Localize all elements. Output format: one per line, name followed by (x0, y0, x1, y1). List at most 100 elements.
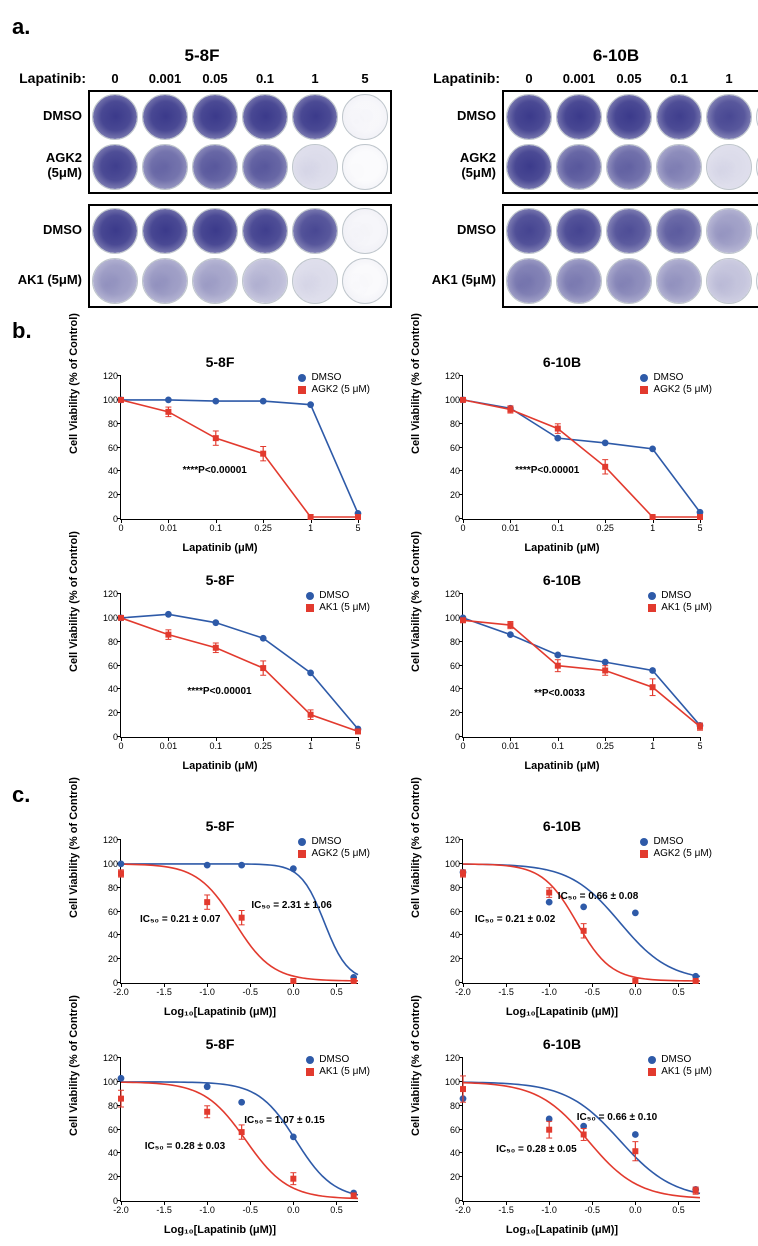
chart-title: 5-8F (70, 818, 370, 834)
y-tick: 120 (437, 835, 463, 845)
y-tick: 60 (95, 443, 121, 453)
ic50-dmso: IC₅₀ = 2.31 ± 1.06 (251, 900, 331, 911)
chart-title: 6-10B (412, 572, 712, 588)
ic50-drug: IC₅₀ = 0.21 ± 0.02 (475, 914, 555, 925)
well (504, 142, 554, 192)
y-tick: 40 (437, 1148, 463, 1158)
well (604, 206, 654, 256)
well (704, 92, 754, 142)
well-row (90, 92, 390, 142)
dose-row: Lapatinib:00.0010.050.115 (14, 70, 390, 86)
chart-svg (463, 376, 700, 519)
well (90, 142, 140, 192)
y-tick: 40 (95, 1148, 121, 1158)
chart-title: 6-10B (412, 1036, 712, 1052)
dose-value: 0.001 (554, 71, 604, 86)
well (140, 256, 190, 306)
x-tick: -2.0 (455, 1205, 471, 1215)
x-tick: 0.5 (672, 1205, 685, 1215)
x-tick: 1 (308, 523, 313, 533)
y-tick: 0 (95, 732, 121, 742)
y-tick: 80 (95, 637, 121, 647)
x-tick: 5 (355, 741, 360, 751)
chart: 5-8FDMSO AK1 (5 μM)020406080100120-2.0-1… (70, 1036, 370, 1236)
row-label: AGK2 (5μM) (12, 140, 88, 190)
x-tick: -0.5 (243, 987, 259, 997)
panel-a-column: 6-10BLapatinib:00.0010.050.115DMSOAGK2 (… (426, 46, 758, 308)
well (504, 92, 554, 142)
plot-area: 020406080100120-2.0-1.5-1.0-0.50.00.5IC₅… (120, 840, 358, 984)
chart: 6-10BDMSO AGK2 (5 μM)020406080100120-2.0… (412, 818, 712, 1018)
well (290, 256, 340, 306)
well (554, 142, 604, 192)
x-tick: -1.0 (541, 1205, 557, 1215)
x-tick: 0.25 (596, 523, 614, 533)
y-tick: 80 (437, 883, 463, 893)
well (290, 92, 340, 142)
panel-c: c. 5-8FDMSO AGK2 (5 μM)020406080100120-2… (12, 782, 746, 1236)
y-tick: 20 (95, 1172, 121, 1182)
y-axis-label: Cell Viability (% of Control) (410, 777, 422, 918)
x-axis-label: Log₁₀[Lapatinib (μM)] (412, 1224, 712, 1236)
well (240, 256, 290, 306)
chart-svg (463, 594, 700, 737)
y-tick: 60 (95, 907, 121, 917)
well (190, 142, 240, 192)
well (240, 92, 290, 142)
x-tick: -1.0 (199, 1205, 215, 1215)
chart-svg (463, 840, 700, 983)
x-tick: 0 (118, 741, 123, 751)
y-tick: 80 (95, 419, 121, 429)
x-tick: 0.25 (254, 523, 272, 533)
x-tick: 0.01 (160, 523, 178, 533)
well (340, 256, 390, 306)
chart-title: 5-8F (70, 354, 370, 370)
x-tick: 0.1 (210, 741, 223, 751)
x-tick: -2.0 (113, 987, 129, 997)
x-tick: 0.1 (552, 523, 565, 533)
well (604, 256, 654, 306)
chart-svg (463, 1058, 700, 1201)
well (704, 256, 754, 306)
y-tick: 120 (437, 371, 463, 381)
x-tick: 0.0 (287, 987, 300, 997)
well (190, 256, 240, 306)
y-tick: 80 (437, 637, 463, 647)
x-tick: 0 (118, 523, 123, 533)
row-label: DMSO (12, 90, 88, 140)
y-tick: 60 (95, 1125, 121, 1135)
panel-a-columns: 5-8FLapatinib:00.0010.050.115DMSOAGK2 (5… (12, 46, 746, 308)
well (90, 206, 140, 256)
well-block (88, 204, 392, 308)
x-tick: -1.5 (156, 987, 172, 997)
y-tick: 40 (437, 466, 463, 476)
y-tick: 120 (95, 589, 121, 599)
chart-svg (121, 594, 358, 737)
chart: 6-10BDMSO AK1 (5 μM)020406080100120-2.0-… (412, 1036, 712, 1236)
dose-value: 0.001 (140, 71, 190, 86)
cell-line-title: 6-10B (593, 46, 639, 66)
well (290, 142, 340, 192)
x-axis-label: Lapatinib (μM) (412, 760, 712, 772)
x-tick: 1 (650, 523, 655, 533)
y-tick: 60 (437, 443, 463, 453)
x-axis-label: Log₁₀[Lapatinib (μM)] (412, 1006, 712, 1018)
plot-area: 020406080100120-2.0-1.5-1.0-0.50.00.5IC₅… (462, 840, 700, 984)
plot-area: 020406080100120-2.0-1.5-1.0-0.50.00.5IC₅… (462, 1058, 700, 1202)
x-tick: 5 (697, 523, 702, 533)
panel-b: b. 5-8FDMSO AGK2 (5 μM)02040608010012000… (12, 318, 746, 772)
well (604, 92, 654, 142)
well (340, 206, 390, 256)
ic50-dmso: IC₅₀ = 1.07 ± 0.15 (244, 1115, 324, 1126)
chart-title: 6-10B (412, 354, 712, 370)
y-tick: 80 (95, 1101, 121, 1111)
well (554, 206, 604, 256)
y-tick: 40 (95, 466, 121, 476)
chart: 5-8FDMSO AK1 (5 μM)02040608010012000.010… (70, 572, 370, 772)
x-tick: 0.25 (596, 741, 614, 751)
well-block (502, 90, 758, 194)
p-value: ****P<0.00001 (187, 686, 251, 697)
panel-a: a. 5-8FLapatinib:00.0010.050.115DMSOAGK2… (12, 14, 746, 308)
y-tick: 100 (95, 859, 121, 869)
x-tick: 0.01 (502, 523, 520, 533)
